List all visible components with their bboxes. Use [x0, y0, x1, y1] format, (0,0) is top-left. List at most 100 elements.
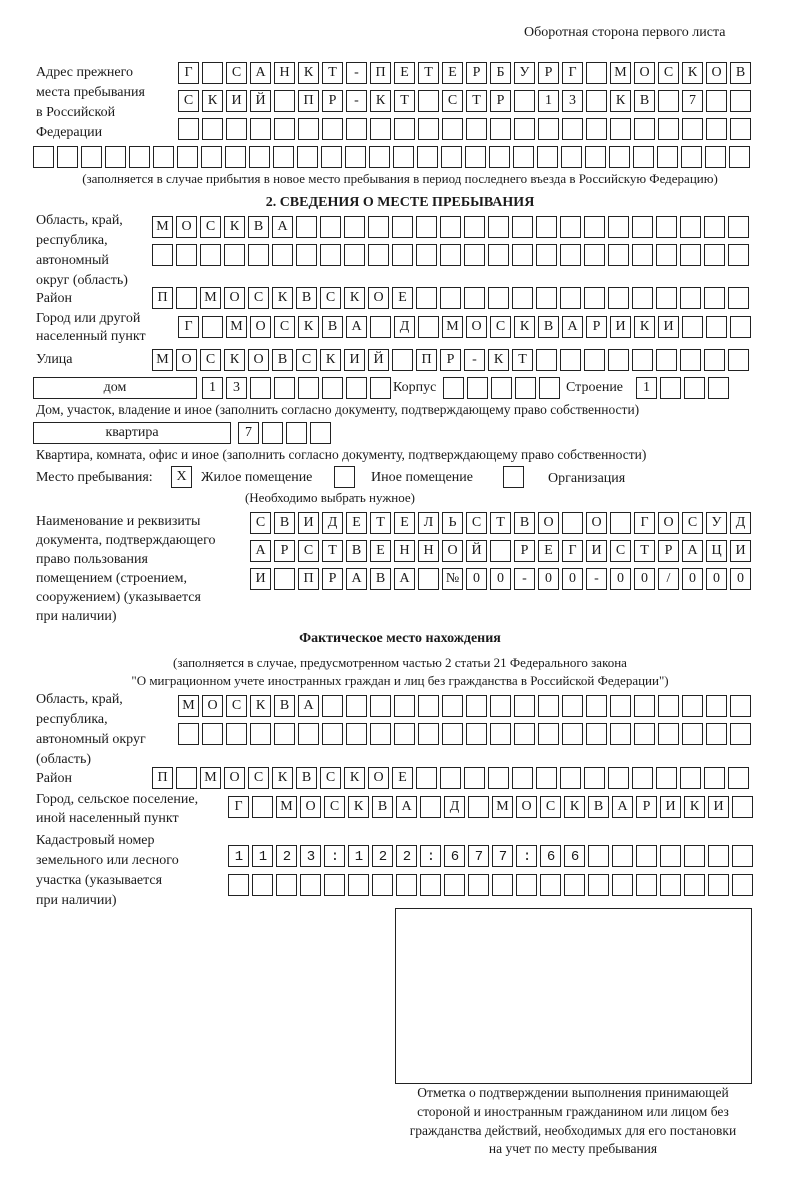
char-cell[interactable]: 0 [682, 568, 703, 590]
char-cell[interactable]: Е [394, 62, 415, 84]
char-cell[interactable] [468, 845, 489, 867]
char-cell[interactable] [298, 723, 319, 745]
char-cell[interactable] [561, 146, 582, 168]
char-cell[interactable]: Е [346, 512, 367, 534]
char-cell[interactable] [274, 723, 295, 745]
char-cell[interactable] [681, 146, 702, 168]
char-cell[interactable]: М [200, 767, 221, 789]
char-cell[interactable]: Д [730, 512, 751, 534]
char-cell[interactable] [632, 287, 653, 309]
char-cell[interactable]: Е [394, 512, 415, 534]
char-cell[interactable] [464, 767, 485, 789]
char-cell[interactable]: С [682, 512, 703, 534]
char-cell[interactable] [418, 316, 439, 338]
char-cell[interactable]: А [612, 796, 633, 818]
char-cell[interactable] [488, 767, 509, 789]
char-cell[interactable]: В [274, 512, 295, 534]
char-cell[interactable]: К [370, 90, 391, 112]
char-cell[interactable] [730, 316, 751, 338]
char-cell[interactable]: К [298, 62, 319, 84]
char-cell[interactable]: С [298, 540, 319, 562]
char-cell[interactable]: А [562, 316, 583, 338]
char-cell[interactable]: У [514, 62, 535, 84]
char-cell[interactable] [298, 118, 319, 140]
char-cell[interactable]: А [250, 540, 271, 562]
char-cell[interactable]: 0 [562, 568, 583, 590]
char-cell[interactable]: А [394, 568, 415, 590]
char-cell[interactable] [560, 216, 581, 238]
char-cell[interactable]: С [248, 767, 269, 789]
char-cell[interactable] [300, 874, 321, 896]
char-cell[interactable] [416, 244, 437, 266]
char-cell[interactable] [394, 118, 415, 140]
char-cell[interactable] [730, 90, 751, 112]
char-cell[interactable] [310, 422, 331, 444]
char-cell[interactable]: С [226, 695, 247, 717]
char-cell[interactable] [608, 287, 629, 309]
char-cell[interactable]: А [272, 216, 293, 238]
char-cell[interactable]: К [682, 62, 703, 84]
char-cell[interactable]: К [250, 695, 271, 717]
char-cell[interactable]: А [346, 316, 367, 338]
char-cell[interactable]: № [442, 568, 463, 590]
char-cell[interactable] [704, 216, 725, 238]
char-cell[interactable] [682, 723, 703, 745]
char-cell[interactable]: 0 [634, 568, 655, 590]
char-cell[interactable] [322, 118, 343, 140]
char-cell[interactable]: М [610, 62, 631, 84]
char-cell[interactable] [586, 118, 607, 140]
char-cell[interactable]: В [372, 796, 393, 818]
char-cell[interactable] [610, 512, 631, 534]
char-cell[interactable] [656, 244, 677, 266]
char-cell[interactable]: Т [490, 512, 511, 534]
char-cell[interactable] [464, 244, 485, 266]
char-cell[interactable]: О [224, 767, 245, 789]
char-cell[interactable] [81, 146, 102, 168]
char-cell[interactable]: М [226, 316, 247, 338]
char-cell[interactable] [442, 695, 463, 717]
char-cell[interactable] [224, 244, 245, 266]
char-cell[interactable] [512, 767, 533, 789]
char-cell[interactable]: С [200, 349, 221, 371]
char-cell[interactable]: И [298, 512, 319, 534]
char-cell[interactable] [680, 287, 701, 309]
stay-option-organization-checkbox[interactable] [503, 466, 524, 488]
char-cell[interactable]: Ц [706, 540, 727, 562]
char-cell[interactable] [512, 216, 533, 238]
char-cell[interactable] [634, 118, 655, 140]
char-cell[interactable]: К [320, 349, 341, 371]
char-cell[interactable] [252, 845, 273, 867]
char-cell[interactable] [682, 316, 703, 338]
char-cell[interactable]: Г [228, 796, 249, 818]
char-cell[interactable] [467, 377, 488, 399]
char-cell[interactable]: В [272, 349, 293, 371]
char-cell[interactable] [584, 349, 605, 371]
char-cell[interactable] [178, 723, 199, 745]
char-cell[interactable]: 1 [636, 377, 657, 399]
char-cell[interactable] [441, 146, 462, 168]
char-cell[interactable] [612, 874, 633, 896]
char-cell[interactable]: Р [514, 540, 535, 562]
char-cell[interactable] [392, 216, 413, 238]
char-cell[interactable] [442, 723, 463, 745]
char-cell[interactable]: Д [394, 316, 415, 338]
char-cell[interactable]: П [298, 90, 319, 112]
char-cell[interactable] [704, 244, 725, 266]
char-cell[interactable]: К [684, 796, 705, 818]
char-cell[interactable] [656, 287, 677, 309]
char-cell[interactable] [322, 695, 343, 717]
char-cell[interactable] [418, 568, 439, 590]
char-cell[interactable]: В [514, 512, 535, 534]
char-cell[interactable] [660, 377, 681, 399]
char-cell[interactable]: Р [658, 540, 679, 562]
char-cell[interactable] [536, 287, 557, 309]
char-cell[interactable] [252, 796, 273, 818]
char-cell[interactable]: М [276, 796, 297, 818]
char-cell[interactable]: Р [586, 316, 607, 338]
char-cell[interactable] [536, 767, 557, 789]
char-cell[interactable] [464, 287, 485, 309]
char-cell[interactable]: П [370, 62, 391, 84]
char-cell[interactable]: Д [444, 796, 465, 818]
char-cell[interactable]: - [586, 568, 607, 590]
char-cell[interactable] [706, 723, 727, 745]
